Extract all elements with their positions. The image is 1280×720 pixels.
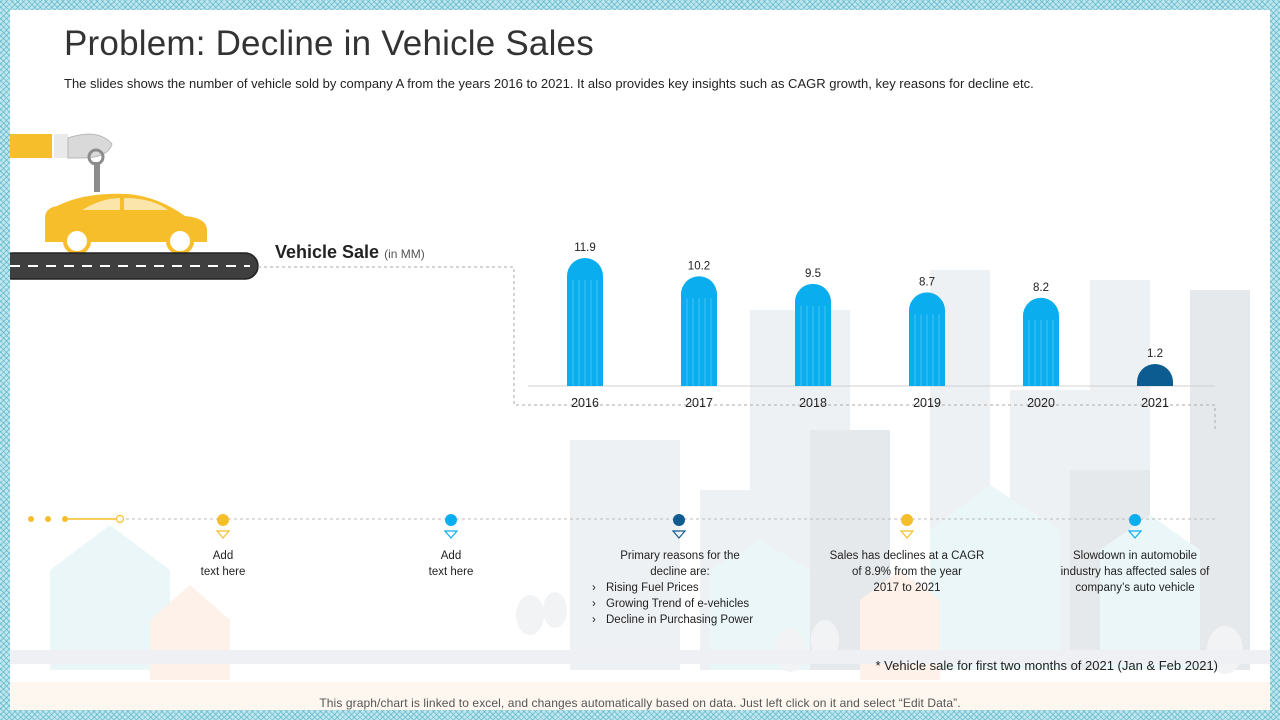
x-tick-label-2020: 2020 bbox=[1027, 396, 1055, 410]
x-tick-label-2017: 2017 bbox=[685, 396, 713, 410]
x-tick-label-2019: 2019 bbox=[913, 396, 941, 410]
list-item: Decline in Purchasing Power bbox=[590, 612, 770, 628]
x-tick-label-2021: 2021 bbox=[1141, 396, 1169, 410]
insights-timeline bbox=[28, 514, 1215, 539]
data-label-2018: 9.5 bbox=[805, 268, 821, 280]
x-tick-label-2016: 2016 bbox=[571, 396, 599, 410]
timeline-item-3-heading: Primary reasons for the decline are: bbox=[620, 550, 740, 578]
timeline-item-4-line-3: 2017 to 2021 bbox=[873, 582, 941, 594]
bar-2020 bbox=[1023, 297, 1059, 386]
chart-title: Vehicle Sale (in MM) bbox=[275, 242, 425, 263]
timeline-dot-5 bbox=[1129, 514, 1141, 526]
timeline-pointer-1 bbox=[215, 530, 231, 539]
data-label-2017: 10.2 bbox=[688, 260, 710, 272]
timeline-item-1-line-1: Add bbox=[212, 550, 234, 562]
timeline-pointer-3 bbox=[671, 530, 687, 539]
chart-unit-label: (in MM) bbox=[384, 247, 425, 261]
bar-2018 bbox=[795, 283, 831, 386]
timeline-item-4: Sales has declines at a CAGR of 8.9% fro… bbox=[802, 548, 1012, 596]
timeline-item-4-line-2: of 8.9% from the year bbox=[852, 566, 962, 578]
timeline-item-5: Slowdown in automobile industry has affe… bbox=[1030, 548, 1240, 596]
timeline-item-4-line-1: Sales has declines at a CAGR bbox=[829, 550, 985, 562]
timeline-item-5-line-3: company’s auto vehicle bbox=[1075, 582, 1195, 594]
slide: Problem: Decline in Vehicle Sales The sl… bbox=[10, 10, 1270, 710]
chart-title-text: Vehicle Sale bbox=[275, 242, 380, 262]
timeline-item-1-line-2: text here bbox=[200, 566, 246, 578]
page-subtitle: The slides shows the number of vehicle s… bbox=[64, 76, 1034, 91]
data-label-2019: 8.7 bbox=[919, 276, 935, 288]
data-label-2021: 1.2 bbox=[1147, 348, 1163, 360]
list-item: Rising Fuel Prices bbox=[590, 580, 770, 596]
page-title: Problem: Decline in Vehicle Sales bbox=[64, 24, 594, 63]
timeline-pointer-4 bbox=[899, 530, 915, 539]
vehicle-sales-bar-chart: 11.9 2016 10.2 2017 9.5 2018 8.7 2019 8.2 2020 1.2… bbox=[258, 242, 1216, 430]
x-tick-label-2018: 2018 bbox=[799, 396, 827, 410]
edit-data-note: This graph/chart is linked to excel, and… bbox=[319, 696, 961, 710]
timeline-dot-2 bbox=[445, 514, 457, 526]
chart-footnote: * Vehicle sale for first two months of 2… bbox=[875, 658, 1218, 673]
timeline-item-2-line-1: Add bbox=[440, 550, 462, 562]
decline-reasons-list: Rising Fuel Prices Growing Trend of e-ve… bbox=[590, 580, 770, 628]
timeline-item-5-line-2: industry has affected sales of bbox=[1060, 566, 1210, 578]
timeline-dot-3 bbox=[673, 514, 685, 526]
bar-2016 bbox=[567, 258, 603, 386]
timeline-item-5-line-1: Slowdown in automobile bbox=[1072, 550, 1198, 562]
bar-2019 bbox=[909, 292, 945, 386]
timeline-dot-4 bbox=[901, 514, 913, 526]
timeline-item-1: Add text here bbox=[118, 548, 328, 580]
bar-2017 bbox=[681, 276, 717, 386]
data-label-2016: 11.9 bbox=[574, 242, 596, 254]
timeline-dot-1 bbox=[217, 514, 229, 526]
timeline-pointer-5 bbox=[1127, 530, 1143, 539]
timeline-item-2-line-2: text here bbox=[428, 566, 474, 578]
timeline-item-3: Primary reasons for the decline are: Ris… bbox=[590, 548, 770, 628]
timeline-pointer-2 bbox=[443, 530, 459, 539]
bar-2021 bbox=[1137, 364, 1173, 386]
timeline-item-2: Add text here bbox=[346, 548, 556, 580]
list-item: Growing Trend of e-vehicles bbox=[590, 596, 770, 612]
data-label-2020: 8.2 bbox=[1033, 282, 1049, 294]
car-road-illustration bbox=[10, 133, 259, 280]
